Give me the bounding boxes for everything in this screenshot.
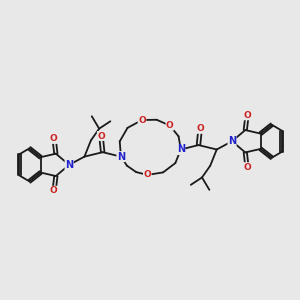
Text: O: O [244, 111, 251, 120]
Text: O: O [244, 163, 251, 172]
Text: N: N [177, 145, 185, 154]
Text: O: O [50, 186, 58, 195]
Text: N: N [228, 136, 236, 146]
Text: N: N [65, 160, 73, 170]
Text: N: N [117, 152, 125, 162]
Text: O: O [50, 134, 58, 143]
Text: O: O [138, 116, 146, 124]
Text: O: O [197, 124, 204, 134]
Text: O: O [166, 121, 174, 130]
Text: O: O [143, 170, 151, 179]
Text: O: O [97, 131, 105, 140]
